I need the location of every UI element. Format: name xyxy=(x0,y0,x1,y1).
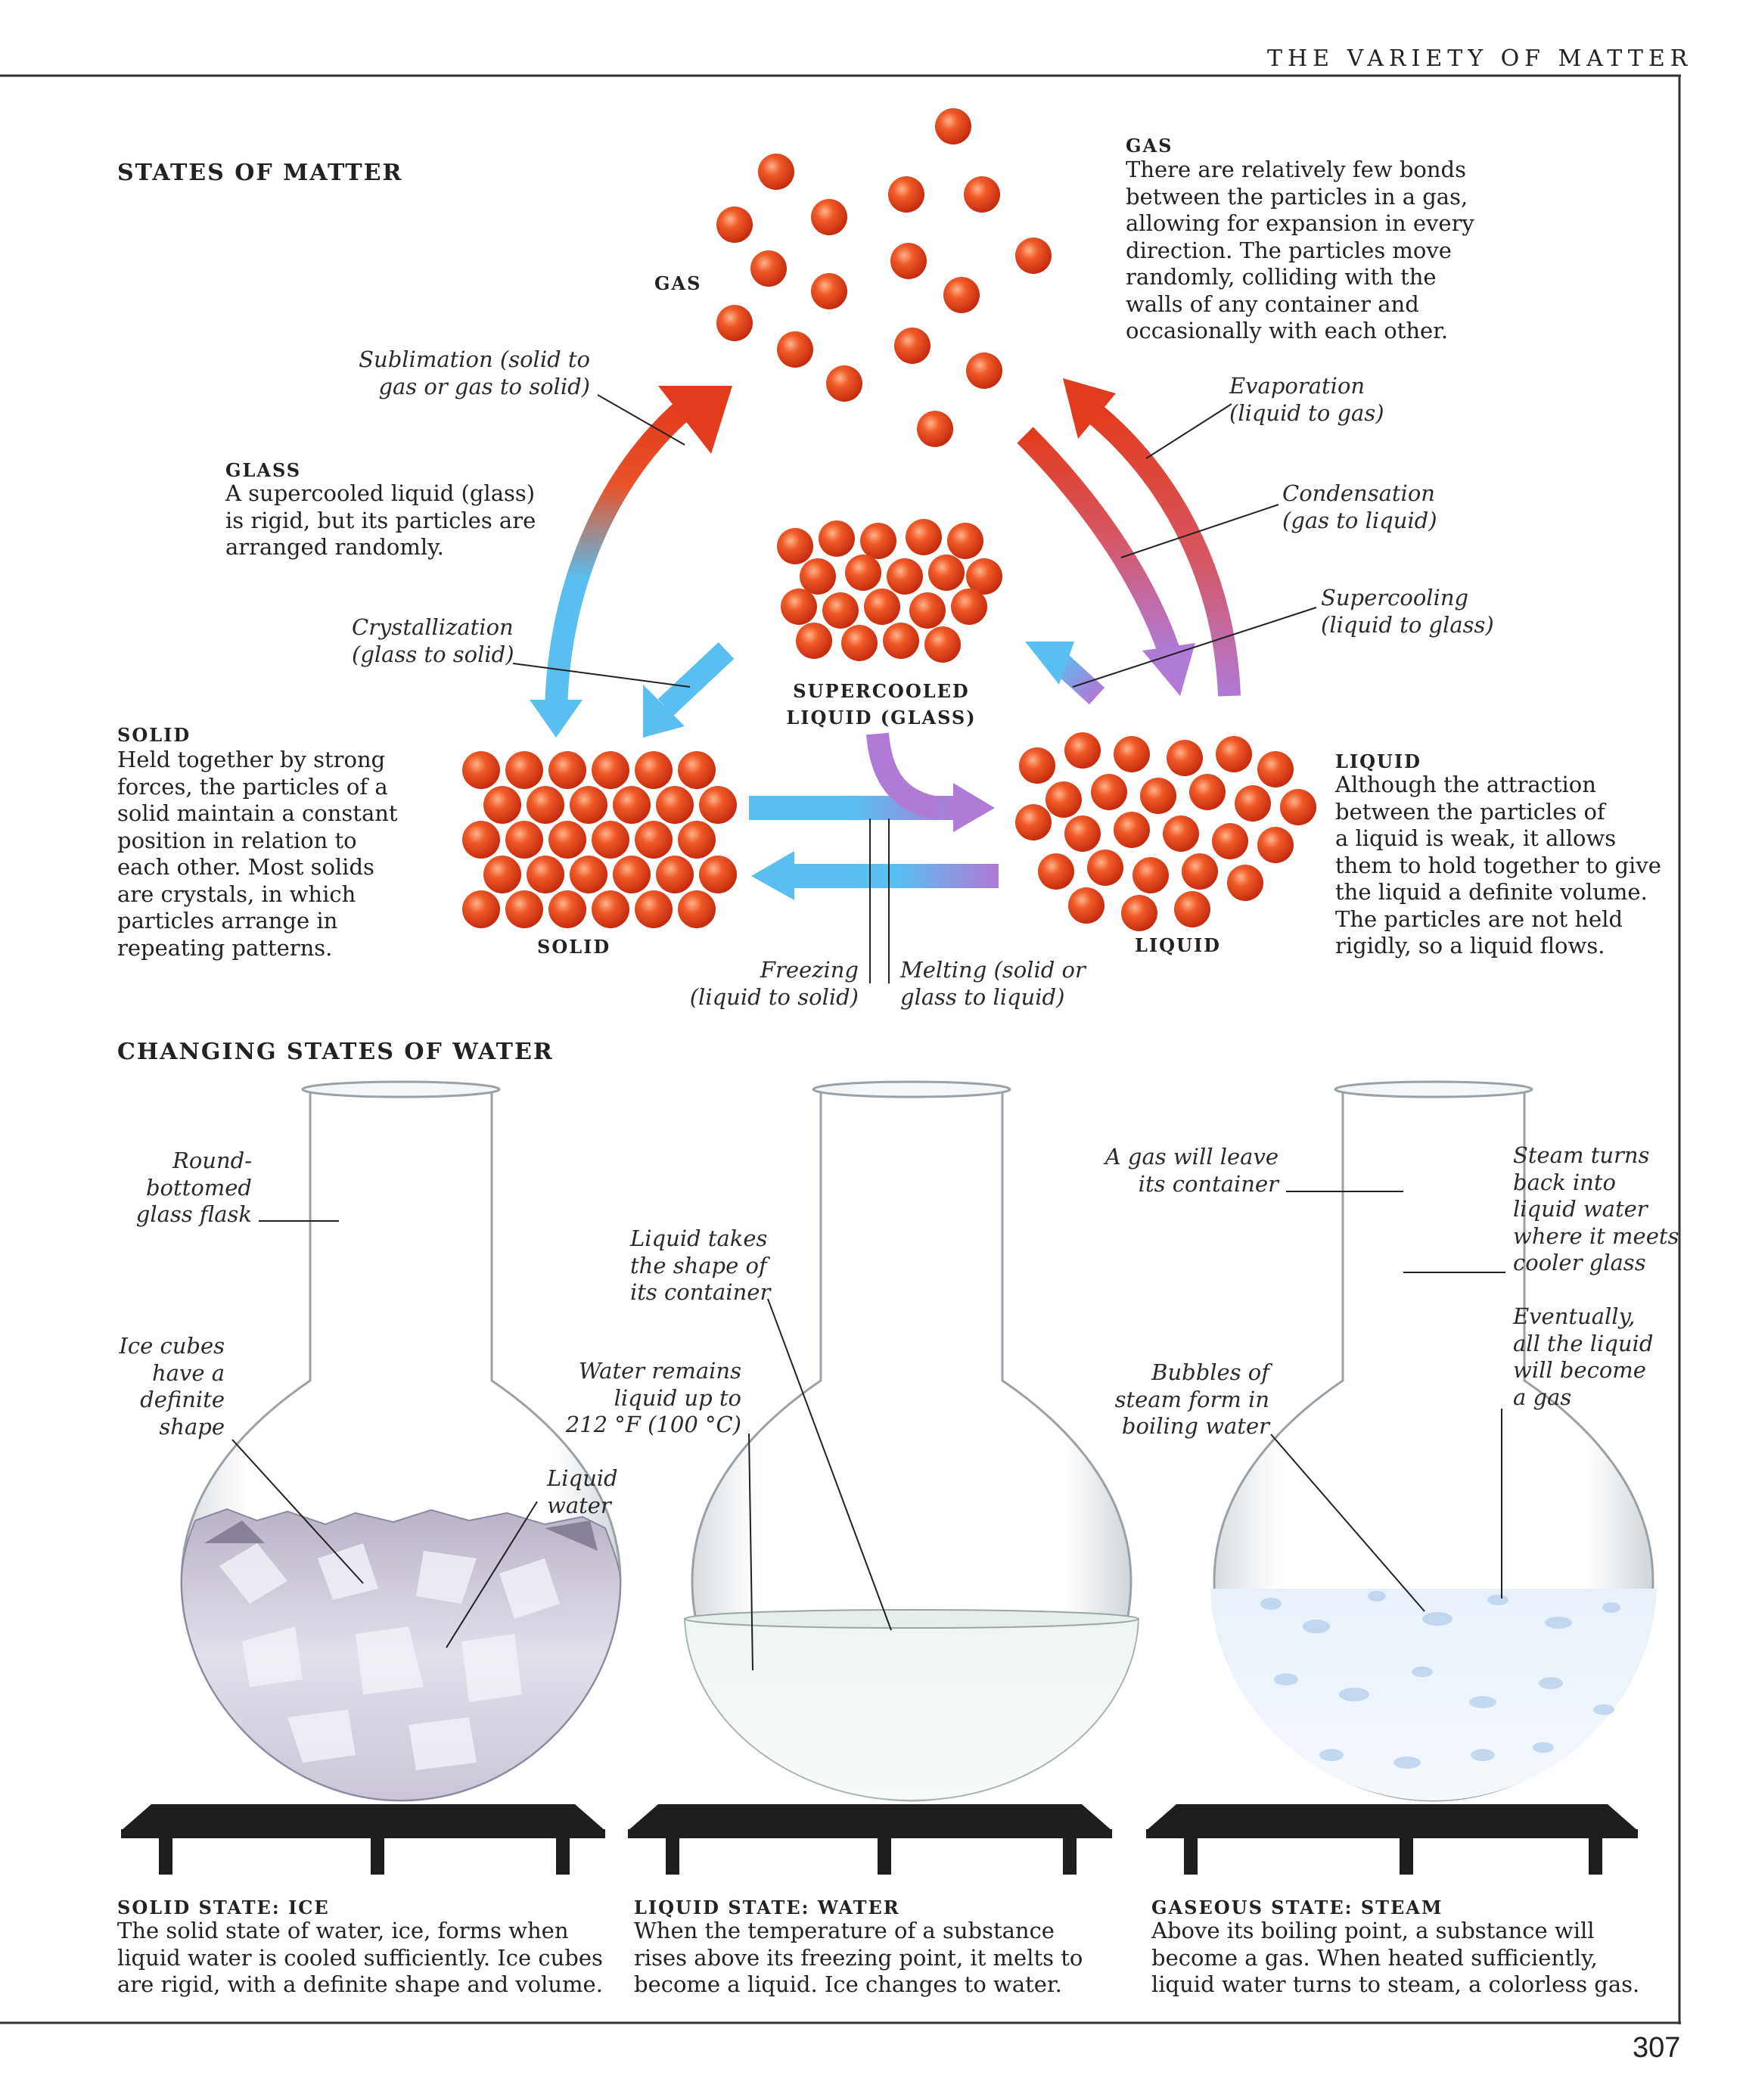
sublimation-head-top xyxy=(658,386,732,454)
solid-particle xyxy=(678,821,716,859)
flask-steam xyxy=(1210,1080,1657,1802)
solid-particle xyxy=(505,751,543,789)
melting-label: Melting (solid or glass to liquid) xyxy=(900,957,1086,1010)
solid-particle xyxy=(613,786,651,824)
glass-text: A supercooled liquid (glass) is rigid, b… xyxy=(225,480,536,560)
solid-particle xyxy=(548,751,586,789)
solid-particle xyxy=(548,821,586,859)
solid-particle xyxy=(483,786,521,824)
solid-particle xyxy=(527,786,564,824)
freezing-label: Freezing (liquid to solid) xyxy=(689,957,859,1010)
solid-particle xyxy=(635,890,673,928)
flask-water xyxy=(683,1080,1140,1802)
liquid-shape-label: Liquid takes the shape of its container xyxy=(630,1226,771,1305)
liquid-diagram-label: LIQUID xyxy=(1135,934,1221,956)
glass-heading: GLASS xyxy=(225,459,302,481)
supercooling-label: Supercooling (liquid to glass) xyxy=(1321,585,1494,638)
solid-particle xyxy=(462,751,500,789)
caption-water-heading: LIQUID STATE: WATER xyxy=(634,1897,900,1918)
condensation-label: Condensation (gas to liquid) xyxy=(1282,480,1437,533)
stands xyxy=(121,1804,1638,1875)
gas-leave-label: A gas will leave its container xyxy=(1105,1144,1279,1197)
solid-particle xyxy=(462,821,500,859)
leader-lines-bottom xyxy=(231,1191,1505,1671)
gas-diagram-label: GAS xyxy=(654,272,702,294)
gas-particles xyxy=(716,108,1052,447)
states-title: STATES OF MATTER xyxy=(117,160,403,186)
eventually-label: Eventually, all the liquid will become a… xyxy=(1513,1303,1654,1410)
solid-text: Held together by strong forces, the part… xyxy=(117,747,398,961)
solid-particle xyxy=(678,751,716,789)
liquid-particles xyxy=(1015,732,1316,931)
solid-particle xyxy=(592,751,629,789)
water-title: CHANGING STATES OF WATER xyxy=(117,1039,554,1065)
ice-label: Ice cubes have a definite shape xyxy=(119,1333,225,1440)
caption-steam-heading: GASEOUS STATE: STEAM xyxy=(1151,1897,1443,1918)
solid-particle xyxy=(656,856,694,893)
arrows xyxy=(530,378,1241,900)
solid-particle xyxy=(699,856,737,893)
solid-particles xyxy=(462,751,737,928)
page-number: 307 xyxy=(1633,2032,1681,2064)
solid-particle xyxy=(548,890,586,928)
steam-turns-label: Steam turns back into liquid water where… xyxy=(1513,1142,1679,1275)
evaporation-arrow xyxy=(1086,403,1241,697)
bubbles-label: Bubbles of steam form in boiling water xyxy=(1114,1359,1269,1439)
solid-heading: SOLID xyxy=(117,724,191,746)
water-remains-label: Water remains liquid up to 212 °F (100 °… xyxy=(565,1358,741,1437)
solid-particle xyxy=(592,890,629,928)
gas-heading: GAS xyxy=(1126,135,1173,157)
caption-ice-text: The solid state of water, ice, forms whe… xyxy=(117,1918,603,1997)
solid-particle xyxy=(505,821,543,859)
caption-water-text: When the temperature of a substance rise… xyxy=(634,1918,1083,1997)
sublimation-arrow xyxy=(545,399,692,719)
caption-steam-text: Above its boiling point, a substance wil… xyxy=(1151,1918,1640,1997)
solid-particle xyxy=(699,786,737,824)
solid-particle xyxy=(570,856,607,893)
solid-particle xyxy=(505,890,543,928)
solid-particle xyxy=(656,786,694,824)
sublimation-label: Sublimation (solid to gas or gas to soli… xyxy=(359,346,590,399)
evaporation-label: Evaporation (liquid to gas) xyxy=(1229,373,1384,426)
gas-text: There are relatively few bonds between t… xyxy=(1126,157,1474,343)
glass-particles xyxy=(777,519,1002,663)
flask-label: Round- bottomed glass flask xyxy=(135,1148,252,1227)
glass-diagram-label: SUPERCOOLED LIQUID (GLASS) xyxy=(786,680,977,728)
leader-lines-top xyxy=(512,394,1317,983)
solid-particle xyxy=(592,821,629,859)
liquid-water-label: Liquid water xyxy=(547,1465,618,1518)
solid-particle xyxy=(527,856,564,893)
liquid-text: Although the attraction between the part… xyxy=(1335,772,1661,958)
solid-particle xyxy=(483,856,521,893)
condensation-arrow xyxy=(1017,427,1180,654)
crystallization-label: Crystallization (glass to solid) xyxy=(352,614,514,667)
solid-particle xyxy=(613,856,651,893)
solid-particle xyxy=(570,786,607,824)
freezing-arrow xyxy=(791,864,999,888)
running-head: THE VARIETY OF MATTER xyxy=(1267,45,1693,72)
solid-particle xyxy=(635,821,673,859)
solid-particle xyxy=(462,890,500,928)
solid-particle xyxy=(678,890,716,928)
crystallization-arrow xyxy=(657,642,735,716)
liquid-heading: LIQUID xyxy=(1335,750,1421,772)
caption-ice-heading: SOLID STATE: ICE xyxy=(117,1897,330,1918)
sublimation-head-bottom xyxy=(530,700,583,738)
solid-particle xyxy=(635,751,673,789)
solid-diagram-label: SOLID xyxy=(537,936,611,958)
flask-ice xyxy=(180,1080,622,1802)
